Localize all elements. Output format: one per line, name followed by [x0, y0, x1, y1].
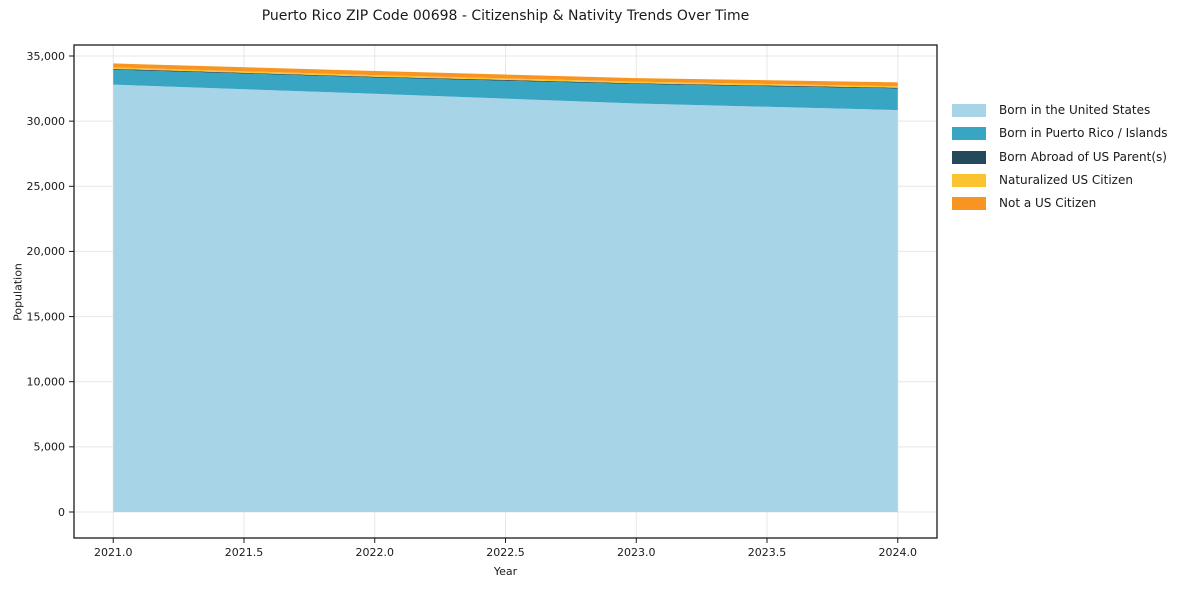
legend-swatch [952, 127, 986, 141]
y-tick-label: 35,000 [27, 50, 66, 63]
x-tick-label: 2021.5 [225, 546, 264, 559]
legend-item-2: Born Abroad of US Parent(s) [952, 149, 1168, 164]
legend-label: Naturalized US Citizen [999, 172, 1133, 187]
area-series-0 [113, 84, 898, 513]
legend-swatch [952, 197, 986, 211]
chart-title: Puerto Rico ZIP Code 00698 - Citizenship… [261, 8, 750, 24]
y-tick-label: 15,000 [27, 310, 66, 323]
x-tick-label: 2024.0 [879, 546, 918, 559]
area-series-1 [113, 69, 898, 111]
x-tick-label: 2022.0 [355, 546, 394, 559]
y-tick-label: 30,000 [27, 115, 66, 128]
x-tick-label: 2023.0 [617, 546, 656, 559]
legend-label: Born in Puerto Rico / Islands [999, 126, 1168, 141]
y-tick-label: 10,000 [27, 376, 66, 389]
legend-label: Born Abroad of US Parent(s) [999, 149, 1167, 164]
legend-item-4: Not a US Citizen [952, 196, 1168, 211]
legend-item-3: Naturalized US Citizen [952, 172, 1168, 187]
legend-swatch [952, 150, 986, 164]
legend-swatch [952, 104, 986, 117]
y-tick-label: 0 [58, 506, 65, 519]
legend-swatch [952, 173, 986, 187]
legend-item-1: Born in Puerto Rico / Islands [952, 126, 1168, 141]
legend-label: Not a US Citizen [999, 196, 1097, 211]
x-axis-label: Year [493, 565, 518, 578]
legend-item-0: Born in the United States [952, 104, 1168, 117]
area-series-4 [113, 63, 898, 87]
area-series-2 [113, 68, 898, 89]
x-tick-label: 2021.0 [94, 546, 133, 559]
y-tick-label: 25,000 [27, 180, 66, 193]
y-tick-label: 5,000 [34, 441, 66, 454]
x-tick-label: 2022.5 [486, 546, 525, 559]
legend: Born in the United States Born in Puerto … [952, 104, 1168, 220]
y-tick-label: 20,000 [27, 245, 66, 258]
x-tick-label: 2023.5 [748, 546, 787, 559]
area-series-3 [113, 67, 898, 88]
legend-label: Born in the United States [999, 103, 1151, 117]
y-axis-label: Population [11, 263, 25, 321]
